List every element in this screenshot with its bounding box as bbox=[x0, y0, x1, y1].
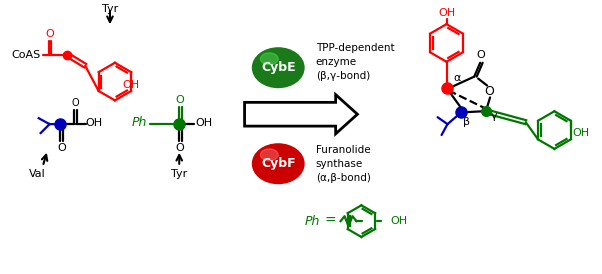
Text: CybE: CybE bbox=[261, 61, 296, 74]
Text: OH: OH bbox=[123, 80, 140, 90]
Text: β: β bbox=[464, 117, 470, 127]
Text: Ph: Ph bbox=[305, 215, 320, 228]
Ellipse shape bbox=[252, 48, 304, 87]
Text: γ: γ bbox=[491, 111, 498, 121]
Text: O: O bbox=[72, 98, 79, 108]
Text: O: O bbox=[176, 95, 185, 105]
Text: O: O bbox=[45, 29, 54, 39]
Text: Tyr: Tyr bbox=[171, 169, 187, 179]
Text: OH: OH bbox=[390, 216, 407, 226]
Text: O: O bbox=[477, 50, 486, 60]
Text: O: O bbox=[484, 85, 494, 98]
Text: CoAS: CoAS bbox=[11, 50, 40, 60]
Text: OH: OH bbox=[438, 8, 455, 18]
Text: =: = bbox=[324, 214, 337, 228]
Text: Furanolide
synthase
(α,β-bond): Furanolide synthase (α,β-bond) bbox=[316, 145, 371, 183]
Ellipse shape bbox=[261, 149, 278, 161]
Text: OH: OH bbox=[573, 128, 590, 138]
Text: α: α bbox=[453, 73, 461, 82]
Ellipse shape bbox=[261, 53, 278, 65]
Text: Ph: Ph bbox=[132, 116, 147, 129]
Text: CybF: CybF bbox=[261, 157, 296, 170]
Text: O: O bbox=[176, 143, 185, 153]
Ellipse shape bbox=[252, 144, 304, 184]
Text: Tyr: Tyr bbox=[102, 4, 118, 14]
Text: TPP-dependent
enzyme
(β,γ-bond): TPP-dependent enzyme (β,γ-bond) bbox=[316, 43, 394, 81]
Text: O: O bbox=[57, 143, 66, 153]
Text: OH: OH bbox=[85, 118, 103, 128]
Text: OH: OH bbox=[196, 118, 213, 128]
Text: Val: Val bbox=[29, 169, 46, 179]
